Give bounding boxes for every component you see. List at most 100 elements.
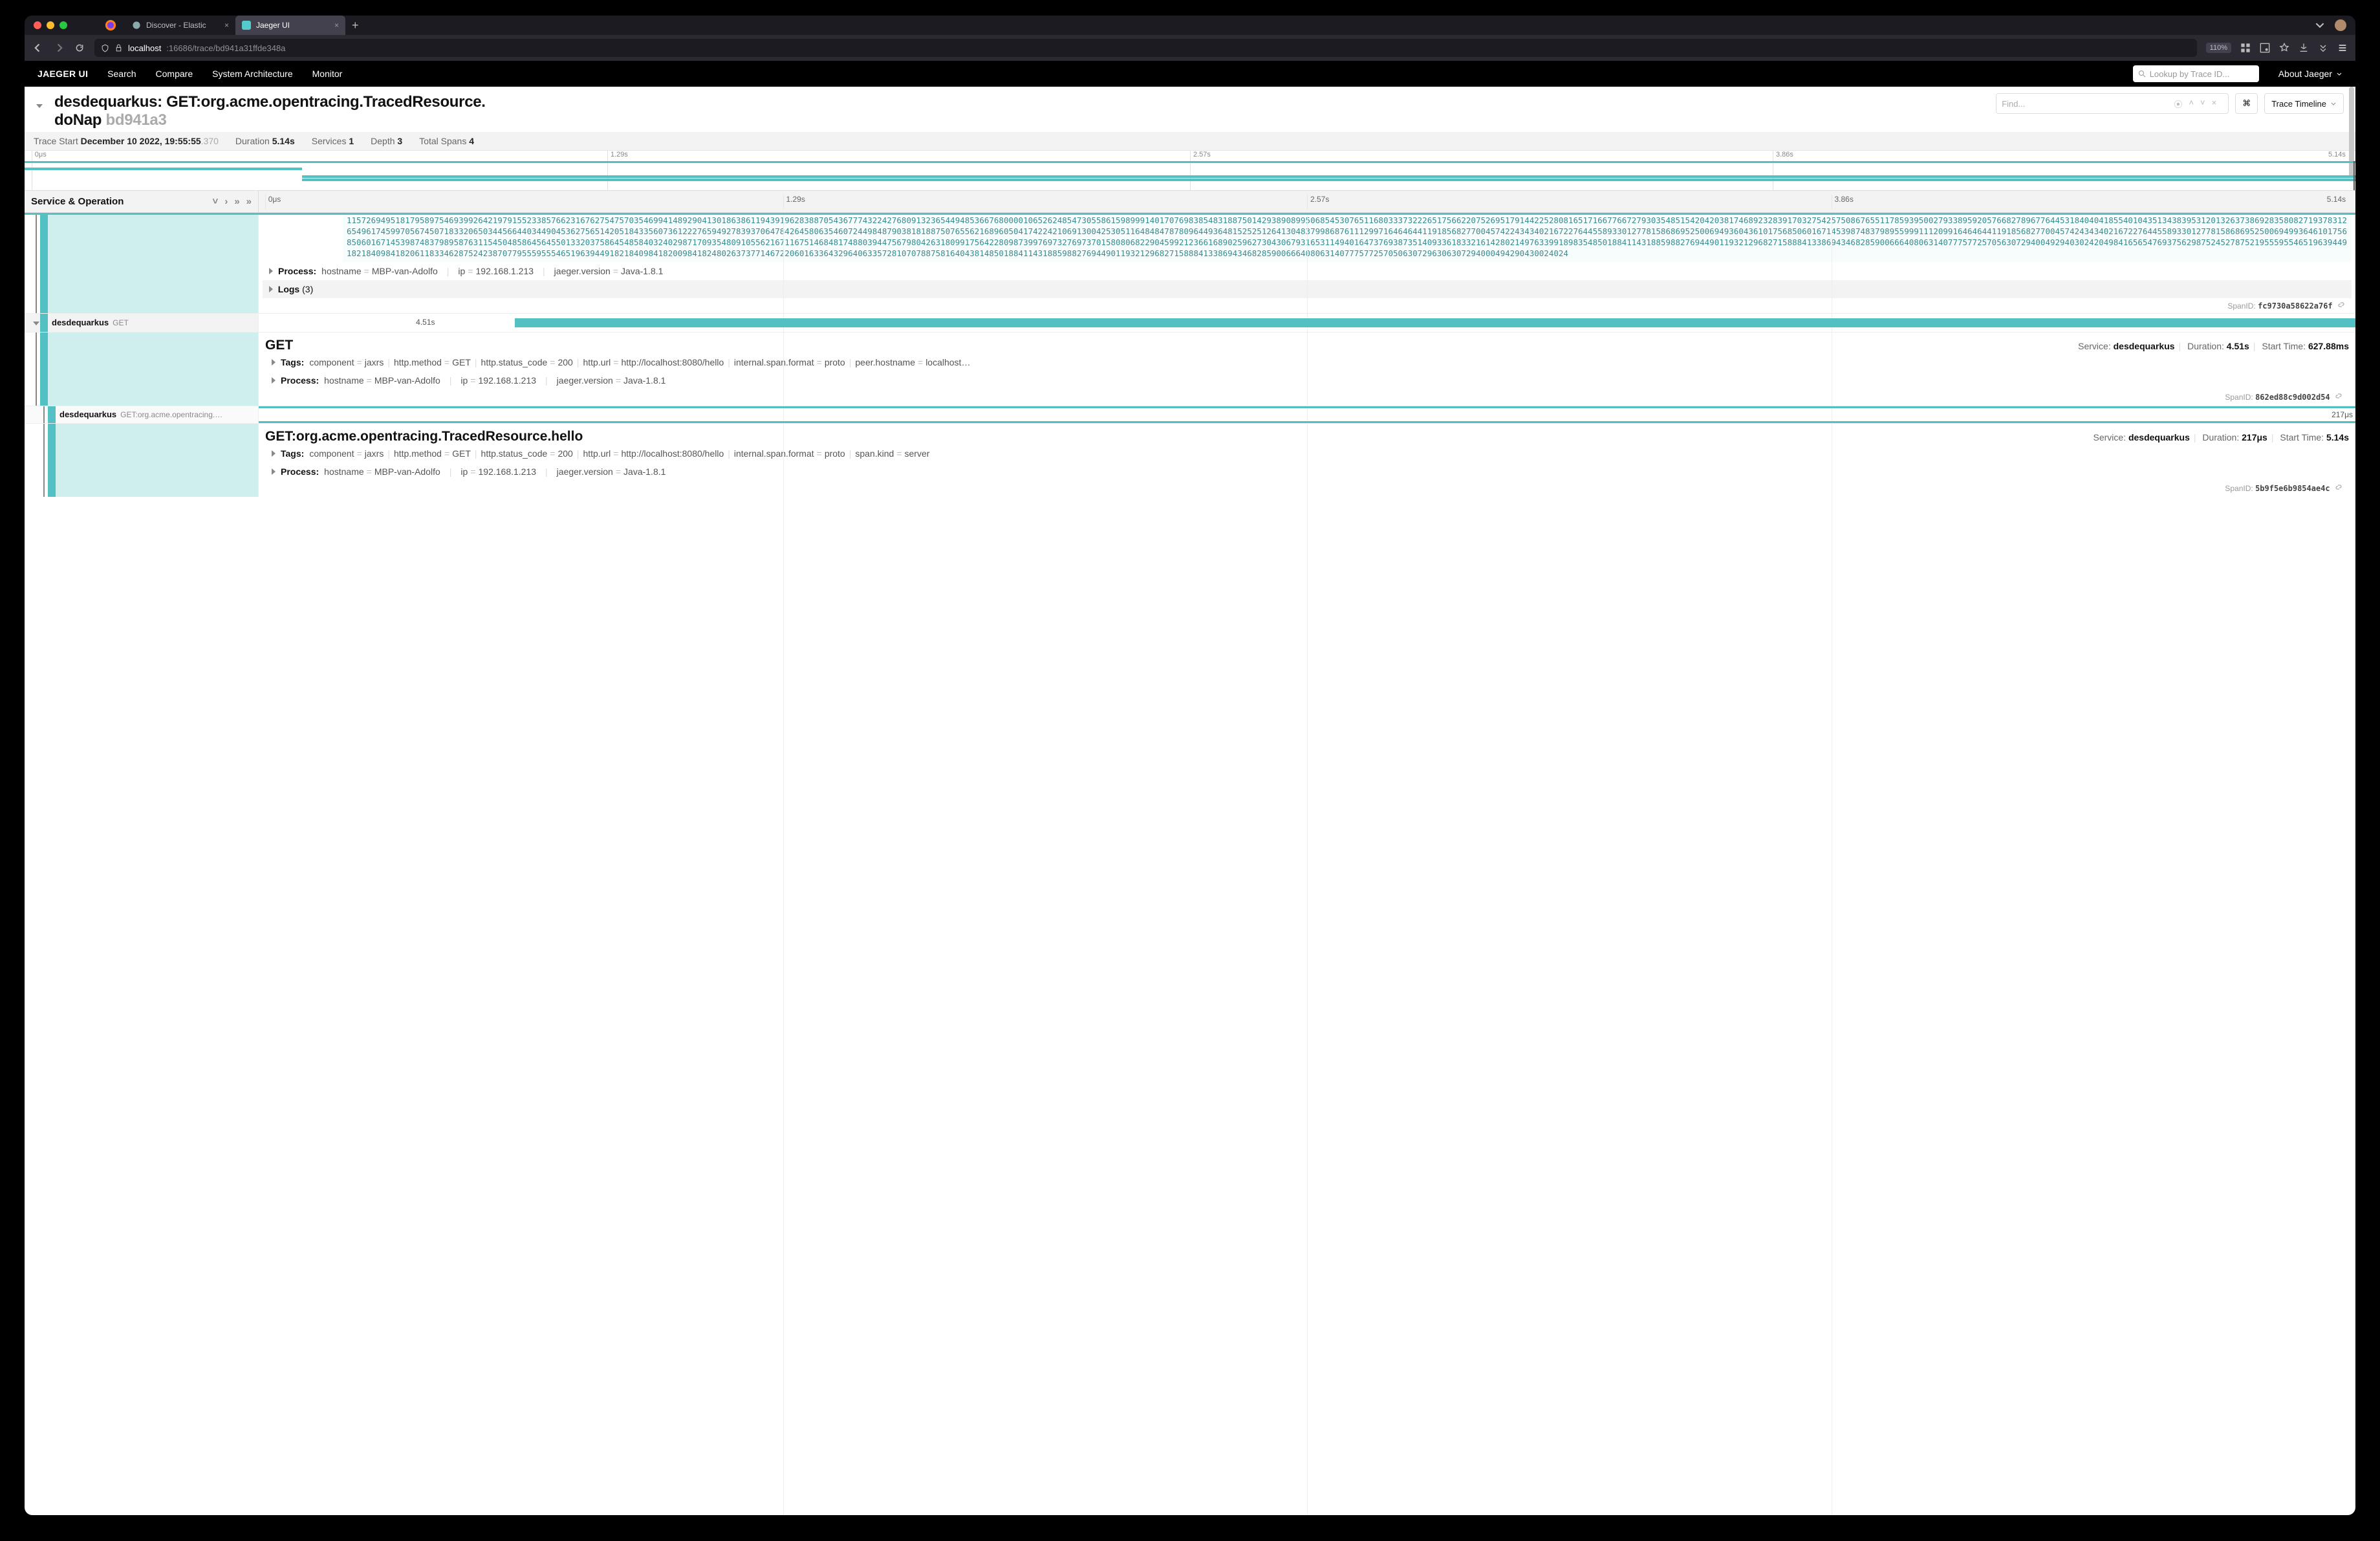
tick-label: 2.57s [1310,195,1329,204]
about-jaeger[interactable]: About Jaeger [2278,69,2342,79]
service-label: Service: [2093,432,2126,443]
find-next-icon[interactable]: ˅ [2200,98,2205,110]
url-right: 110% [2206,43,2348,53]
tab-label: Jaeger UI [256,21,290,30]
meta-depth-label: Depth [371,136,395,146]
target-icon[interactable]: ⦿ [2174,98,2182,110]
process-row[interactable]: Process: hostname=MBP-van-Adolfo| ip=192… [263,262,2352,280]
trace-overview[interactable]: 0μs 1.29s 2.57s 3.86s 5.14s [25,151,2355,191]
span-row-hello[interactable]: desdequarkus GET:org.acme.opentracing.Tr… [25,406,2355,424]
close-tab-icon[interactable]: × [334,21,339,30]
find-box[interactable]: Find... ⦿ ˄ ˅ × [1996,93,2229,114]
tab-discover[interactable]: Discover - Elastic × [125,16,235,35]
jaeger-icon [242,21,251,30]
find-prev-icon[interactable]: ˄ [2189,98,2194,110]
link-icon[interactable] [2337,301,2345,309]
trace-lookup-input[interactable]: Lookup by Trace ID... [2133,65,2259,82]
hostname: MBP-van-Adolfo [374,375,440,386]
tags-label: Tags: [281,357,304,367]
overflow-icon[interactable] [2318,43,2328,53]
title-line1: desdequarkus: GET:org.acme.opentracing.T… [54,93,486,111]
container-icon[interactable] [2260,43,2270,53]
start-label: Start Time: [2280,432,2324,443]
process-row[interactable]: Process: hostname=MBP-van-Adolfo| ip=192… [265,463,2349,481]
tab-jaeger[interactable]: Jaeger UI × [235,16,345,35]
trace-title: desdequarkus: GET:org.acme.opentracing.T… [54,93,486,129]
span-detail-top: 1157269495181795897546939926421979155233… [25,213,2355,314]
double-chevron-down-icon[interactable]: » [234,196,239,207]
chevron-down-icon[interactable] [2315,21,2324,30]
tick: 3.86s [1773,151,1793,191]
nav-search[interactable]: Search [107,69,136,79]
collapse-trace-button[interactable] [31,93,48,111]
reload-button[interactable] [74,42,85,54]
logs-row[interactable]: Logs (3) [263,280,2352,298]
hex-dump: 1157269495181795897546939926421979155233… [343,215,2352,262]
nav-monitor[interactable]: Monitor [312,69,343,79]
span-row-get[interactable]: desdequarkus GET 4.51s [25,314,2355,333]
search-icon [2138,70,2146,78]
meta-depth-value: 3 [397,136,402,146]
duration-label: Duration: [2187,341,2224,351]
service-value: desdequarkus [2128,432,2190,443]
zoom-level[interactable]: 110% [2206,43,2231,53]
span-detail-hello: GET:org.acme.opentracing.TracedResource.… [25,424,2355,497]
keyboard-shortcut-button[interactable]: ⌘ [2235,93,2258,114]
span-detail-get: GET Service: desdequarkus| Duration: 4.5… [25,333,2355,406]
start-value: 5.14s [2326,432,2349,443]
nav-compare[interactable]: Compare [156,69,193,79]
url-field[interactable]: localhost:16686/trace/bd941a31ffde348a [94,39,2197,57]
jaeger-nav: JAEGER UI Search Compare System Architec… [25,61,2355,87]
meta-spans-value: 4 [469,136,474,146]
forward-button[interactable] [53,42,65,54]
close-tab-icon[interactable]: × [224,21,229,30]
double-chevron-right-icon[interactable]: » [246,196,252,207]
hostname: MBP-van-Adolfo [372,266,438,276]
find-placeholder: Find... [2002,99,2025,109]
chevron-right-icon [272,357,276,367]
operation-name: GET [109,318,129,327]
close-icon[interactable] [34,21,41,29]
ip: 192.168.1.213 [476,266,534,276]
service-name: desdequarkus [48,318,109,327]
find-close-icon[interactable]: × [2212,98,2217,110]
kbd-icon: ⌘ [2242,98,2251,109]
download-icon[interactable] [2299,43,2309,53]
process-row[interactable]: Process: hostname=MBP-van-Adolfo| ip=192… [265,371,2349,389]
chevron-down-icon[interactable]: ˅ [213,196,219,207]
url-bar: localhost:16686/trace/bd941a31ffde348a 1… [25,35,2355,61]
span-bar [515,318,2355,327]
chevron-down-icon[interactable] [33,318,39,327]
tags-row[interactable]: Tags: component=jaxrs|http.method=GET|ht… [265,353,2349,371]
span-id-row: SpanID: 862ed88c9d002d54 [265,389,2349,404]
url-path: :16686/trace/bd941a31ffde348a [166,43,285,53]
trace-timeline-dropdown[interactable]: Trace Timeline [2264,93,2344,114]
meta-start-ms: .370 [201,136,219,146]
minimize-icon[interactable] [47,21,54,29]
chevron-down-icon [2336,71,2342,77]
firefox-icon [105,19,116,31]
tags-label: Tags: [281,448,304,459]
avatar[interactable] [2335,19,2346,31]
chevron-right-icon [269,284,273,294]
new-tab-button[interactable]: + [352,19,359,32]
nav-architecture[interactable]: System Architecture [212,69,293,79]
span-id-row: SpanID: fc9730a58622a76f [263,298,2352,313]
link-icon[interactable] [2335,392,2342,400]
tags-values: component=jaxrs|http.method=GET|http.sta… [309,448,929,459]
maximize-icon[interactable] [60,21,67,29]
meta-services-label: Services [312,136,347,146]
chevron-right-icon[interactable]: › [224,196,228,207]
jaeger-brand[interactable]: JAEGER UI [38,69,88,79]
menu-icon[interactable] [2337,43,2348,53]
tags-row[interactable]: Tags: component=jaxrs|http.method=GET|ht… [265,444,2349,463]
grid-icon[interactable] [2240,43,2251,53]
duration-label: 217μs [2331,410,2353,419]
bookmark-icon[interactable] [2279,43,2289,53]
service-operation-header: Service & Operation ˅ › » » 0μs 1.29s 2.… [25,191,2355,213]
service-name: desdequarkus [56,410,116,419]
process-label: Process: [281,466,319,477]
back-button[interactable] [32,42,44,54]
tab-label: Discover - Elastic [146,21,206,30]
link-icon[interactable] [2335,483,2342,491]
